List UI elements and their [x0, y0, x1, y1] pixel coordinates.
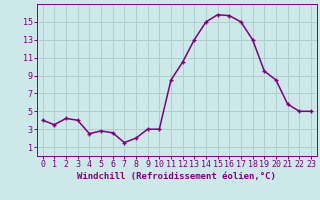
X-axis label: Windchill (Refroidissement éolien,°C): Windchill (Refroidissement éolien,°C): [77, 172, 276, 181]
